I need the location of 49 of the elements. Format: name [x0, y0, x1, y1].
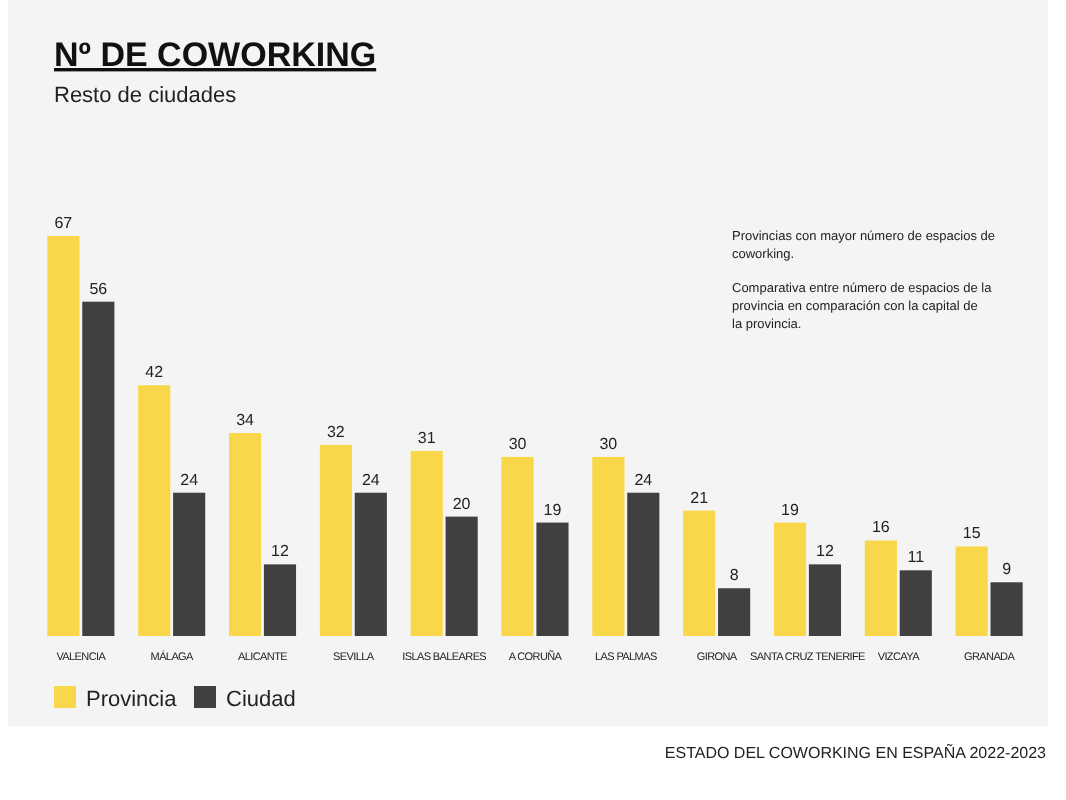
data-label: 24 — [361, 470, 381, 489]
bar — [47, 236, 80, 636]
data-label: 19 — [781, 500, 800, 519]
bar — [354, 492, 387, 636]
legend-label: Provincia — [86, 688, 179, 712]
data-label: 12 — [271, 542, 290, 561]
bar — [319, 444, 352, 636]
bar — [501, 456, 534, 636]
bar — [592, 456, 625, 636]
chart-title: Nº DE COWORKING — [54, 36, 377, 74]
data-label: 8 — [729, 566, 740, 585]
chart-subtitle: Resto de ciudades — [54, 84, 238, 108]
bar — [718, 588, 751, 636]
bar — [536, 522, 569, 636]
text: ESTADO DEL COWORKING EN ESPAÑA 2022-2023 — [664, 742, 1048, 762]
bar — [955, 546, 988, 636]
bar — [410, 450, 443, 636]
data-label: 20 — [452, 494, 472, 513]
bar — [173, 492, 206, 636]
data-label: 56 — [89, 279, 109, 298]
data-label: 32 — [326, 422, 346, 441]
data-label: 11 — [907, 548, 926, 567]
bar — [773, 522, 807, 636]
data-label: 21 — [690, 488, 710, 507]
bar — [445, 516, 478, 636]
bar — [138, 385, 171, 636]
data-label: 24 — [634, 470, 654, 489]
bar — [263, 564, 297, 636]
data-label: 24 — [180, 470, 200, 489]
data-label: 15 — [962, 524, 982, 543]
data-label: 19 — [543, 500, 563, 519]
data-label: 67 — [54, 214, 74, 232]
data-label: 30 — [599, 434, 619, 453]
bar — [899, 570, 932, 636]
data-label: 9 — [1002, 560, 1013, 579]
bar — [990, 582, 1023, 636]
bar — [627, 492, 660, 636]
bar — [82, 301, 115, 636]
data-label: 42 — [145, 363, 165, 382]
bar — [683, 510, 716, 636]
bar — [808, 564, 842, 636]
legend-label: Ciudad — [226, 688, 296, 712]
data-label: 12 — [816, 542, 835, 561]
data-label: 31 — [417, 428, 437, 447]
bar — [864, 540, 897, 636]
bar — [228, 433, 262, 636]
data-label: 30 — [508, 434, 528, 453]
data-label: 34 — [236, 411, 256, 430]
data-label: 16 — [871, 518, 891, 537]
